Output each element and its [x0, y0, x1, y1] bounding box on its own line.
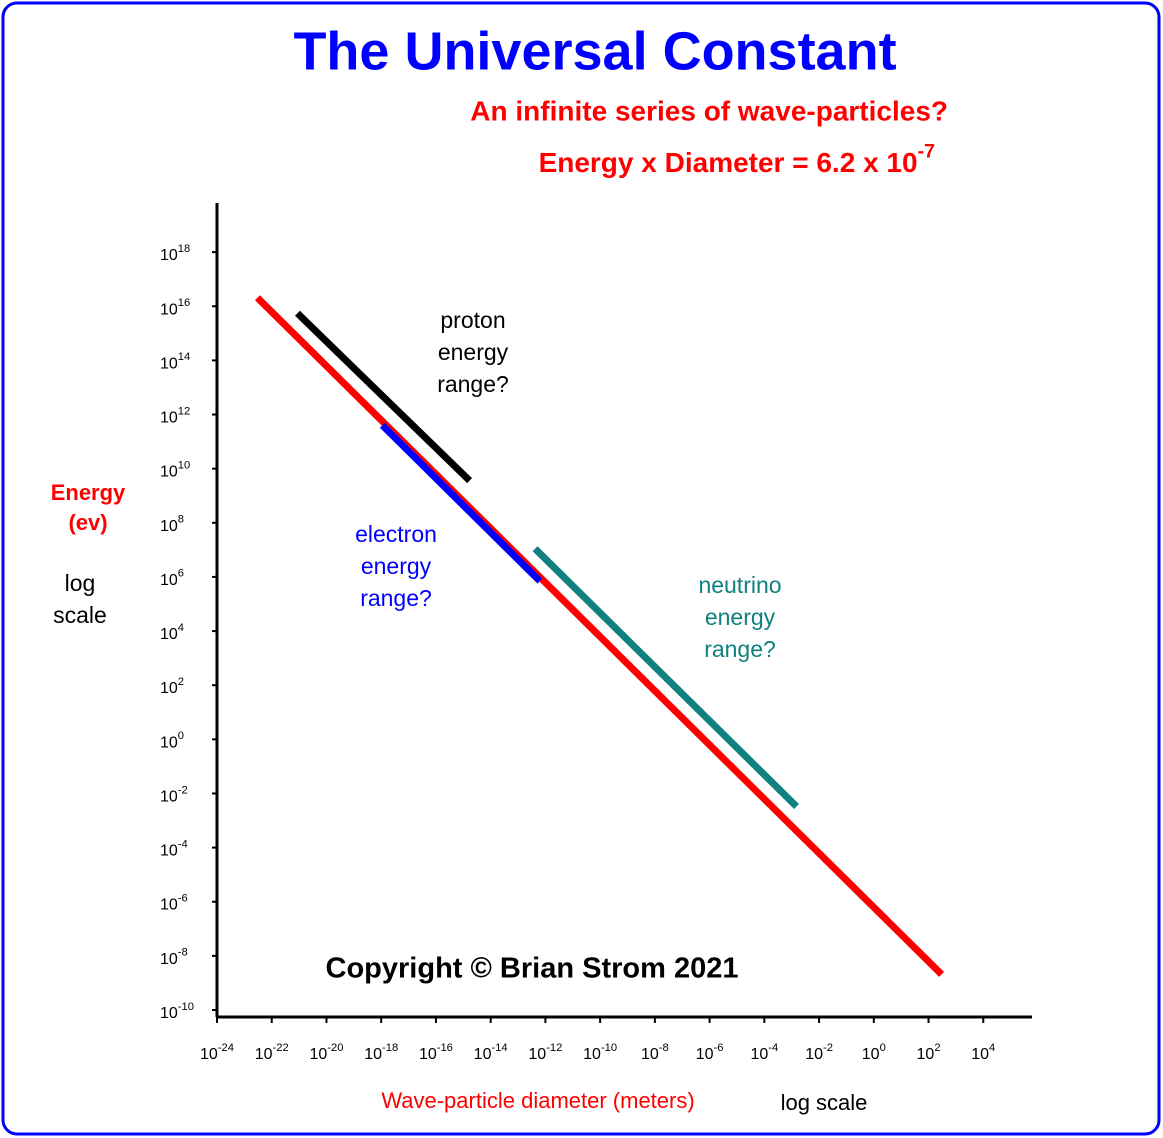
annotation: electron	[355, 521, 437, 547]
y-scale-label: scale	[53, 602, 107, 628]
x-scale-label: log scale	[781, 1090, 868, 1115]
y-tick-label: 10-10	[160, 1001, 194, 1022]
y-tick-label: 102	[160, 676, 184, 697]
annotation: energy	[705, 604, 776, 630]
x-tick-label: 10-18	[364, 1042, 398, 1063]
x-tick-label: 10-14	[474, 1042, 508, 1063]
copyright: Copyright © Brian Strom 2021	[326, 953, 739, 985]
y-axis-label: Energy	[51, 480, 126, 505]
x-tick-label: 10-16	[419, 1042, 453, 1063]
series-line	[379, 422, 543, 584]
x-tick-label: 10-12	[528, 1042, 562, 1063]
x-tick-label: 10-2	[805, 1042, 833, 1063]
annotation: range?	[360, 585, 432, 611]
y-axis-label: (ev)	[68, 510, 107, 535]
series-line	[295, 310, 473, 484]
y-tick-label: 104	[160, 622, 184, 643]
y-tick-label: 10-2	[160, 784, 188, 805]
y-scale-label: log	[65, 570, 96, 596]
y-tick-label: 1010	[160, 459, 190, 480]
formula: Energy x Diameter = 6.2 x 10-7	[539, 141, 936, 179]
y-tick-label: 1014	[160, 351, 190, 372]
x-tick-label: 10-20	[309, 1042, 343, 1063]
x-tick-label: 10-4	[750, 1042, 778, 1063]
y-tick-label: 1016	[160, 297, 190, 318]
x-tick-label: 10-22	[255, 1042, 289, 1063]
y-tick-label: 100	[160, 730, 184, 751]
series-line	[254, 295, 945, 977]
x-tick-label: 104	[971, 1042, 995, 1063]
x-tick-label: 10-24	[200, 1042, 234, 1063]
y-tick-label: 10-6	[160, 892, 188, 913]
annotation: range?	[437, 371, 509, 397]
y-tick-label: 1012	[160, 405, 190, 426]
x-tick-label: 10-6	[696, 1042, 724, 1063]
x-tick-label: 102	[917, 1042, 941, 1063]
series-line	[532, 546, 799, 809]
annotation: proton	[440, 307, 505, 333]
annotation: energy	[361, 553, 432, 579]
x-tick-label: 10-10	[583, 1042, 617, 1063]
chart-title: The Universal Constant	[293, 21, 896, 81]
annotation: energy	[438, 339, 509, 365]
x-tick-label: 10-8	[641, 1042, 669, 1063]
y-tick-label: 10-4	[160, 838, 188, 859]
x-axis-label: Wave-particle diameter (meters)	[381, 1088, 694, 1113]
y-tick-label: 108	[160, 514, 184, 535]
y-tick-label: 10-8	[160, 947, 188, 968]
subtitle: An infinite series of wave-particles?	[470, 95, 948, 126]
annotation: neutrino	[698, 572, 781, 598]
x-tick-label: 100	[862, 1042, 886, 1063]
y-tick-label: 106	[160, 568, 184, 589]
y-tick-label: 1018	[160, 243, 190, 264]
annotation: range?	[704, 636, 776, 662]
